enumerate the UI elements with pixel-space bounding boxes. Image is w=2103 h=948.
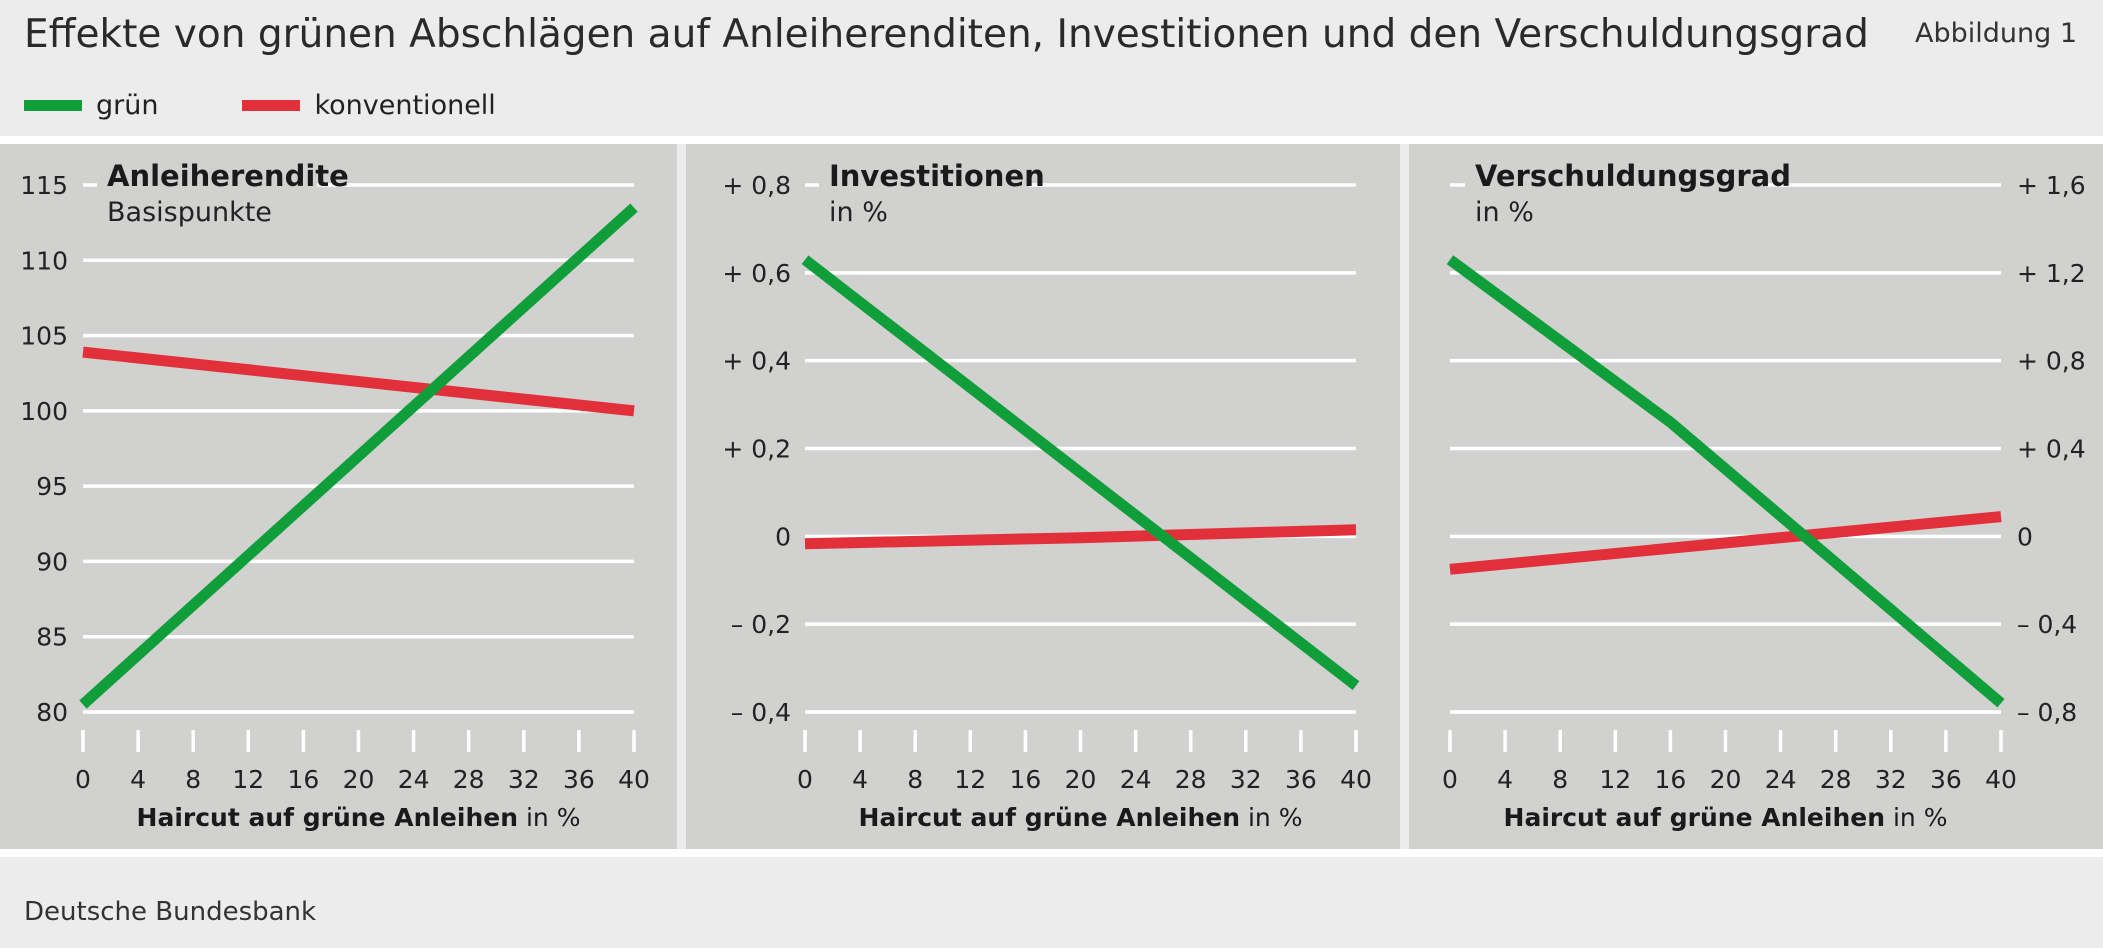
x-tick-label: 32 xyxy=(508,765,540,794)
x-tick-label: 4 xyxy=(852,765,868,794)
legend-label-conventional: konventionell xyxy=(314,89,496,121)
series-line-conventional xyxy=(804,524,1357,550)
x-tick-label: 36 xyxy=(1930,765,1962,794)
y-tick-label: + 1,6 xyxy=(2017,171,2086,200)
x-tick-label: 36 xyxy=(563,765,595,794)
y-tick-label: 90 xyxy=(36,547,68,576)
x-tick-label: 20 xyxy=(1710,765,1742,794)
series-line-conventional xyxy=(82,346,635,417)
x-tick-label: 12 xyxy=(1599,765,1631,794)
y-tick-label: 80 xyxy=(36,698,68,727)
x-tick-label: 0 xyxy=(797,765,813,794)
y-tick-label: 0 xyxy=(775,522,791,551)
x-tick-label: 28 xyxy=(1175,765,1207,794)
series-line-green xyxy=(79,203,638,709)
y-tick-label: + 0,4 xyxy=(2017,435,2086,464)
x-tick-label: 12 xyxy=(232,765,264,794)
y-tick-label: 105 xyxy=(20,322,68,351)
y-tick-label: + 0,6 xyxy=(722,259,791,288)
legend: grün konventionell xyxy=(24,88,580,122)
x-tick-label: 40 xyxy=(1985,765,2017,794)
x-tick-label: 16 xyxy=(287,765,319,794)
x-tick-label: 24 xyxy=(398,765,430,794)
panel-subtitle: Basispunkte xyxy=(107,197,272,228)
x-tick-label: 0 xyxy=(75,765,91,794)
y-tick-label: – 0,4 xyxy=(2017,610,2077,639)
y-tick-label: + 0,2 xyxy=(722,435,791,464)
legend-swatch-green xyxy=(24,99,82,111)
y-tick-label: 85 xyxy=(36,623,68,652)
source-label: Deutsche Bundesbank xyxy=(24,897,317,927)
x-tick-label: 16 xyxy=(1654,765,1686,794)
panel-title-background xyxy=(819,156,1029,218)
legend-swatch-conventional xyxy=(242,99,301,111)
x-tick-label: 8 xyxy=(907,765,923,794)
panel-title: Verschuldungsgrad xyxy=(1475,159,1791,193)
x-axis-label-main: Haircut auf grüne Anleihen xyxy=(859,803,1240,832)
x-tick-label: 40 xyxy=(1340,765,1372,794)
y-tick-label: + 1,2 xyxy=(2017,259,2086,288)
panel-yield: 80 85 90 95 100 105 110 115 Anleiherendite Basisp… xyxy=(0,144,677,849)
panel-title-background xyxy=(97,156,317,218)
x-tick-label: 24 xyxy=(1120,765,1152,794)
investment-chart: – 0,4 – 0,2 0 + 0,2 + 0,4 + 0,6 + 0,8 Investiti… xyxy=(722,156,1372,832)
y-tick-label: 110 xyxy=(20,246,68,275)
y-tick-label: – 0,2 xyxy=(731,610,791,639)
x-axis-label: Haircut auf grüne Anleihen in % xyxy=(137,803,581,832)
x-tick-label: 8 xyxy=(185,765,201,794)
y-tick-label: + 0,8 xyxy=(2017,347,2086,376)
y-tick-label: 0 xyxy=(2017,522,2033,551)
x-axis-label-unit: in % xyxy=(518,803,580,832)
y-tick-label: – 0,4 xyxy=(731,698,791,727)
x-tick-label: 20 xyxy=(343,765,375,794)
y-tick-label: 100 xyxy=(20,397,68,426)
panel-subtitle: in % xyxy=(829,197,888,228)
x-tick-label: 24 xyxy=(1765,765,1797,794)
x-tick-label: 32 xyxy=(1875,765,1907,794)
x-axis-label-unit: in % xyxy=(1885,803,1947,832)
series-line-green xyxy=(801,255,1360,690)
x-axis-label-unit: in % xyxy=(1240,803,1302,832)
x-tick-label: 12 xyxy=(954,765,986,794)
legend-item-conventional: konventionell xyxy=(242,89,496,121)
y-tick-label: 115 xyxy=(20,171,68,200)
panel-investment: – 0,4 – 0,2 0 + 0,2 + 0,4 + 0,6 + 0,8 Investiti… xyxy=(686,144,1400,849)
leverage-chart: – 0,8 – 0,4 0 + 0,4 + 0,8 + 1,2 + 1,6 Verschuld… xyxy=(1442,156,2086,832)
x-tick-label: 20 xyxy=(1065,765,1097,794)
x-axis-label-main: Haircut auf grüne Anleihen xyxy=(137,803,518,832)
panel-title: Investitionen xyxy=(829,159,1045,193)
x-axis-label-main: Haircut auf grüne Anleihen xyxy=(1504,803,1885,832)
legend-item-green: grün xyxy=(24,90,158,121)
panel-subtitle: in % xyxy=(1475,197,1534,228)
x-tick-label: 28 xyxy=(453,765,485,794)
bottom-divider xyxy=(0,849,2103,857)
panel-leverage: – 0,8 – 0,4 0 + 0,4 + 0,8 + 1,2 + 1,6 Verschuld… xyxy=(1409,144,2103,849)
x-tick-label: 28 xyxy=(1820,765,1852,794)
y-tick-label: – 0,8 xyxy=(2017,698,2077,727)
x-tick-label: 32 xyxy=(1230,765,1262,794)
panel-title: Anleiherendite xyxy=(107,159,349,193)
x-tick-label: 8 xyxy=(1552,765,1568,794)
top-divider xyxy=(0,136,2103,144)
y-tick-label: + 0,4 xyxy=(722,347,791,376)
legend-label-green: grün xyxy=(96,89,159,121)
y-tick-label: 95 xyxy=(36,472,68,501)
x-tick-label: 40 xyxy=(618,765,650,794)
x-axis-label: Haircut auf grüne Anleihen in % xyxy=(859,803,1303,832)
x-tick-label: 4 xyxy=(130,765,146,794)
x-tick-label: 16 xyxy=(1009,765,1041,794)
x-axis-label: Haircut auf grüne Anleihen in % xyxy=(1504,803,1948,832)
x-tick-label: 36 xyxy=(1285,765,1317,794)
panel-title-background xyxy=(1465,156,1765,218)
series-line-conventional xyxy=(1449,511,2002,575)
figure-title: Effekte von grünen Abschlägen auf Anleih… xyxy=(24,12,1869,57)
x-tick-label: 0 xyxy=(1442,765,1458,794)
figure-number: Abbildung 1 xyxy=(1914,18,2077,49)
x-tick-label: 4 xyxy=(1497,765,1513,794)
series-line-green xyxy=(1446,255,2005,708)
y-tick-label: + 0,8 xyxy=(722,171,791,200)
